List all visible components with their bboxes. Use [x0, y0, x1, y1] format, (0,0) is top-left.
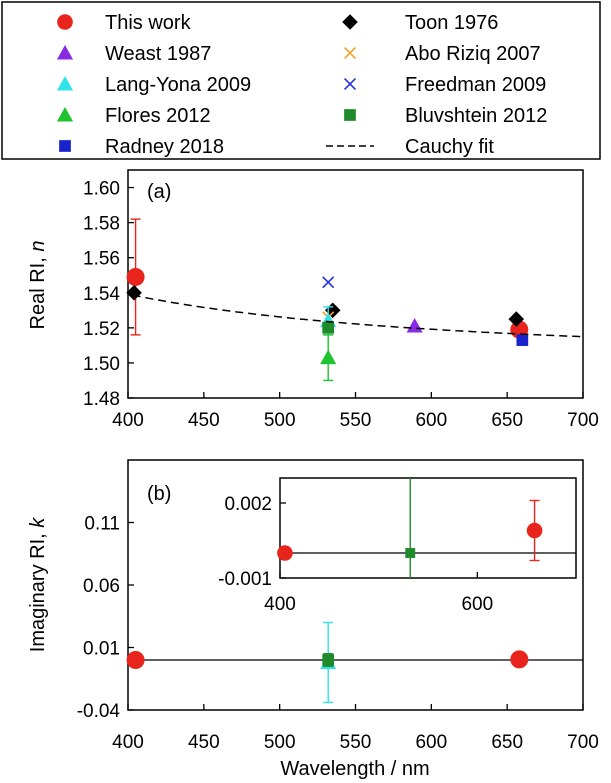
- inset-frame: [279, 477, 577, 579]
- legend-marker-lang-yona-2009: [56, 75, 74, 91]
- point-this-work: [526, 522, 543, 539]
- inset-ytick-label: -0.001: [218, 569, 272, 590]
- panel-a-xtick-label: 600: [415, 410, 447, 431]
- legend-label-abo-riziq-2007: Abo Riziq 2007: [405, 43, 541, 65]
- panel-a-xtick-label: 550: [340, 410, 372, 431]
- legend-label-freedman-2009: Freedman 2009: [405, 74, 546, 96]
- legend-marker-bluvshtein-2012: [344, 109, 356, 121]
- point-bluvshtein-2012: [322, 321, 335, 334]
- inset-ytick-label: 0.002: [224, 494, 272, 515]
- legend-label-weast-1987: Weast 1987: [105, 43, 211, 65]
- panel-a-ytick-label: 1.50: [83, 354, 120, 375]
- legend-marker-this-work: [57, 14, 73, 30]
- inset: 400 600 -0.001 0.002: [218, 477, 577, 615]
- panel-b-ytick-label: 0.06: [83, 576, 120, 597]
- point-flores-2012: [320, 349, 337, 365]
- panel-a-xtick-label: 700: [567, 410, 599, 431]
- legend-marker-radney-2018: [59, 140, 71, 152]
- panel-a-xtick-label: 400: [112, 410, 144, 431]
- panel-a-ytick-label: 1.60: [83, 179, 120, 200]
- legend-label-toon-1976: Toon 1976: [405, 12, 498, 34]
- legend-marker-abo-riziq-2007: [343, 46, 357, 60]
- point-freedman-2009: [322, 276, 335, 289]
- legend-label-lang-yona-2009: Lang-Yona 2009: [105, 74, 251, 96]
- panel-b-ytick-label: -0.04: [77, 701, 121, 722]
- point-this-work: [277, 545, 293, 561]
- point-radney-2018: [516, 334, 529, 346]
- panel-b-ytick-label: 0.11: [84, 514, 120, 535]
- point-this-work: [510, 650, 529, 669]
- panel-a-xtick-label: 450: [188, 410, 220, 431]
- point-this-work: [126, 651, 145, 669]
- panel-a-ytick-label: 1.58: [83, 214, 120, 235]
- point-bluvshtein-2012: [405, 548, 416, 558]
- legend-label-flores-2012: Flores 2012: [105, 105, 211, 127]
- cauchy-fit-curve: [132, 294, 584, 338]
- legend: This work Toon 1976 Weast 1987 Abo Riziq 20…: [1, 1, 601, 160]
- point-toon-1976: [126, 284, 142, 301]
- legend-label-radney-2018: Radney 2018: [105, 136, 224, 158]
- panel-b-ytick-label: 0.01: [83, 639, 120, 660]
- panel-b-xtick-label: 650: [491, 732, 523, 753]
- legend-frame: [1, 1, 601, 160]
- x-axis-label: Wavelength / nm: [280, 758, 429, 780]
- legend-marker-flores-2012: [56, 106, 74, 122]
- panel-b-xtick-label: 450: [188, 732, 220, 753]
- point-this-work: [126, 267, 145, 286]
- point-toon-1976: [508, 311, 525, 327]
- legend-marker-freedman-2009: [343, 77, 357, 91]
- y-axis-label-a: Real RI, n: [27, 241, 49, 330]
- legend-label-cauchy-fit: Cauchy fit: [405, 136, 494, 158]
- panel-b-xtick-label: 600: [415, 732, 447, 753]
- panel-a-ytick-label: 1.54: [83, 284, 120, 305]
- inset-xtick-label: 400: [264, 594, 296, 615]
- panel-b-xtick-label: 500: [264, 732, 296, 753]
- panel-a-ytick-label: 1.48: [83, 389, 120, 410]
- inset-xtick-label: 600: [461, 594, 493, 615]
- legend-label-bluvshtein-2012: Bluvshtein 2012: [405, 105, 547, 127]
- panel-label-b: (b): [147, 483, 171, 505]
- panel-b: (b) Imaginary RI, k Wavelength / nm 400 4…: [27, 459, 599, 780]
- panel-a-ytick-label: 1.56: [83, 249, 120, 270]
- legend-marker-weast-1987: [56, 44, 74, 60]
- panel-a: (a) Real RI, n 400 450 500 550 600 650 700 1.48…: [27, 169, 599, 431]
- panel-b-xtick-label: 550: [340, 732, 372, 753]
- legend-marker-toon-1976: [342, 14, 358, 30]
- point-bluvshtein-2012: [322, 654, 335, 666]
- point-weast-1987: [406, 318, 423, 333]
- panel-label-a: (a): [147, 181, 171, 203]
- plot-frame-a: [127, 169, 584, 399]
- panel-b-xtick-label: 700: [567, 732, 599, 753]
- panel-b-xtick-label: 400: [112, 732, 144, 753]
- legend-label-this-work: This work: [105, 12, 192, 34]
- panel-a-xtick-label: 650: [491, 410, 523, 431]
- panel-a-ytick-label: 1.52: [83, 319, 120, 340]
- panel-a-xtick-label: 500: [264, 410, 296, 431]
- y-axis-label-b: Imaginary RI, k: [27, 517, 49, 652]
